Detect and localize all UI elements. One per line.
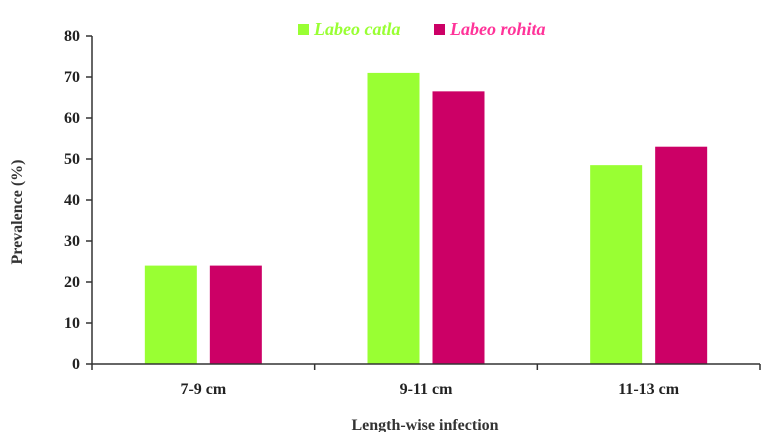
y-tick-label: 40 [64,192,80,209]
bar-labeo-catla [367,72,420,365]
legend: Labeo catla Labeo rohita [298,19,546,39]
legend-label: Labeo rohita [449,19,546,39]
bars-group [144,72,708,365]
x-axis-title: Length-wise infection [351,417,498,432]
legend-swatch [434,24,445,35]
x-tick-label: 9-11 cm [400,381,454,398]
bar-labeo-rohita [432,91,485,364]
x-tick-label: 7-9 cm [180,381,226,398]
y-tick-label: 70 [64,69,80,86]
y-tick-label: 10 [64,315,80,332]
legend-swatch [298,24,309,35]
y-axis-title: Prevalence (%) [9,160,26,265]
axes-group: 0 10 20 30 40 50 60 70 80 7-9 cm 9-11 cm 11-13 cm [64,28,761,398]
bar-labeo-rohita [209,265,262,364]
legend-label: Labeo catla [313,19,400,39]
y-tick-label: 50 [64,151,80,168]
y-tick-label: 20 [64,274,80,291]
bar-labeo-rohita [655,146,708,364]
y-tick-label: 0 [72,356,80,373]
y-tick-label: 80 [64,28,80,45]
bar-labeo-catla [144,265,197,364]
y-tick-label: 60 [64,110,80,127]
y-tick-label: 30 [64,233,80,250]
x-tick-label: 11-13 cm [618,381,680,398]
bar-labeo-catla [590,165,643,364]
